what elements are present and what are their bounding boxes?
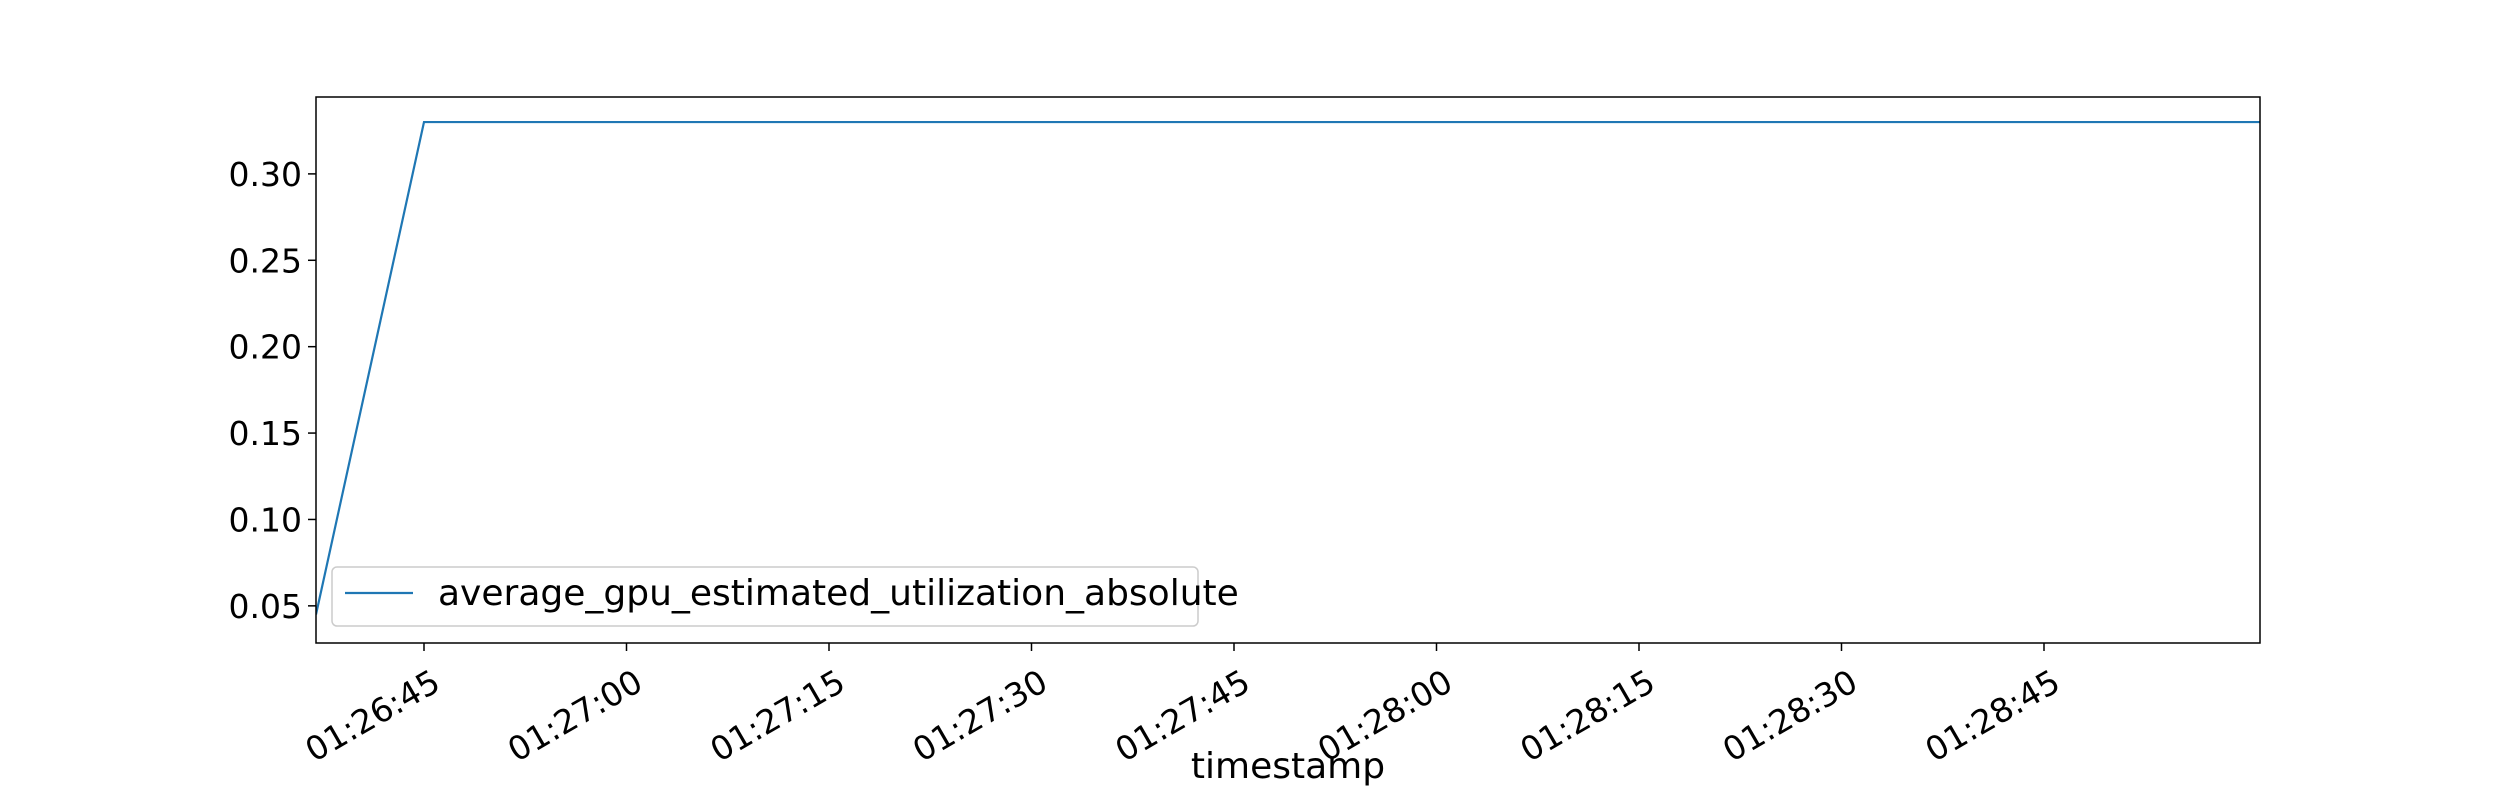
y-tick-label: 0.05 <box>229 587 302 626</box>
x-tick-label: 01:28:30 <box>1716 662 1864 770</box>
x-tick-label: 01:27:15 <box>704 662 852 770</box>
legend: average_gpu_estimated_utilization_absolu… <box>331 566 1239 627</box>
x-tick-label: 01:27:30 <box>906 662 1054 770</box>
y-axis-ticks: 0.05 0.10 0.15 0.20 0.25 0.30 <box>229 155 316 626</box>
series-line <box>316 120 2260 615</box>
y-tick-label: 0.10 <box>229 500 302 539</box>
x-tick-label: 01:28:15 <box>1514 662 1662 770</box>
series-layer <box>316 120 2260 615</box>
legend-label: average_gpu_estimated_utilization_absolu… <box>438 573 1239 614</box>
y-tick-label: 0.25 <box>229 241 302 280</box>
legend-box <box>331 566 1199 627</box>
y-tick-label: 0.15 <box>229 414 302 453</box>
y-tick-label: 0.30 <box>229 155 302 194</box>
y-tick-label: 0.20 <box>229 328 302 367</box>
x-axis-label: timestamp <box>1191 746 1385 787</box>
x-tick-label: 01:26:45 <box>299 662 447 770</box>
x-tick-label: 01:28:45 <box>1919 662 2067 770</box>
plot-area-frame <box>315 96 2261 644</box>
x-tick-label: 01:27:00 <box>501 662 649 770</box>
x-axis-ticks: 01:26:45 01:27:00 01:27:15 01:27:30 01:27:45… <box>299 643 2067 770</box>
